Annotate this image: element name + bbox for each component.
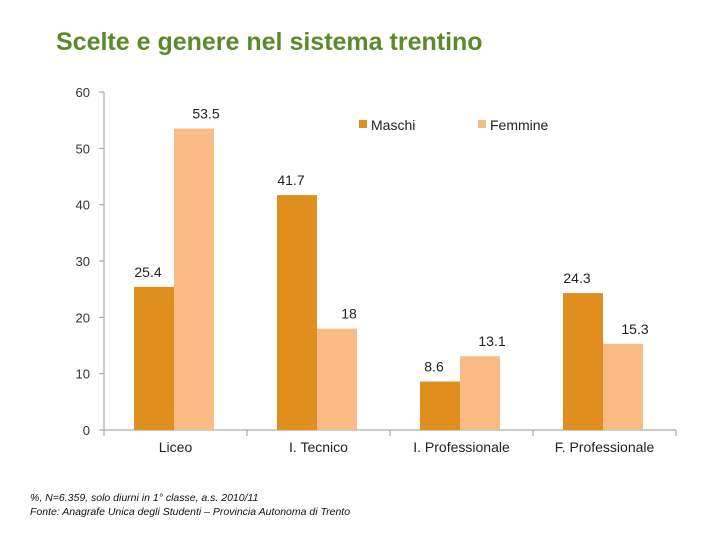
chart-axes: 0 10 20 30 40 50 60 Liceo I. Tecnico I. Professio…: [76, 85, 677, 455]
bar-femmine-1: [317, 328, 357, 430]
x-category-label: F. Professionale: [555, 439, 655, 455]
data-label-femmine-2: 13.1: [478, 333, 505, 349]
chart-data-labels: 25.4 53.5 41.7 18 8.6 13.1 24.3 15.3: [134, 106, 648, 375]
y-tick-label: 40: [76, 198, 90, 213]
bar-femmine-3: [603, 343, 643, 430]
legend-label-femmine: Femmine: [490, 117, 549, 133]
y-tick-label: 50: [76, 141, 90, 156]
bar-femmine-0: [174, 128, 214, 430]
legend-swatch-maschi: [359, 120, 367, 128]
data-label-maschi-3: 24.3: [563, 270, 590, 286]
data-label-maschi-0: 25.4: [134, 264, 161, 280]
data-label-femmine-0: 53.5: [192, 106, 219, 122]
y-tick-label: 20: [76, 310, 90, 325]
bar-maschi-0: [134, 286, 174, 430]
footnote-line-1: %, N=6.359, solo diurni in 1° classe, a.…: [30, 492, 259, 504]
x-category-label: I. Tecnico: [289, 439, 348, 455]
y-tick-label: 30: [76, 254, 90, 269]
legend-label-maschi: Maschi: [371, 117, 415, 133]
data-label-femmine-1: 18: [341, 306, 357, 322]
footnote: %, N=6.359, solo diurni in 1° classe, a.…: [30, 491, 350, 519]
bar-femmine-2: [460, 356, 500, 430]
chart-legend: Maschi Femmine: [359, 117, 549, 133]
x-category-label: I. Professionale: [413, 439, 510, 455]
data-label-femmine-3: 15.3: [621, 321, 648, 337]
data-label-maschi-2: 8.6: [424, 359, 444, 375]
chart-bars: [134, 128, 643, 430]
bar-maschi-2: [420, 381, 460, 430]
legend-swatch-femmine: [478, 120, 486, 128]
y-tick-label: 60: [76, 85, 90, 100]
footnote-line-2: Fonte: Anagrafe Unica degli Studenti – P…: [30, 506, 351, 518]
bar-maschi-1: [277, 195, 317, 430]
chart-title: Scelte e genere nel sistema trentino: [56, 28, 483, 56]
y-tick-label: 10: [76, 367, 90, 382]
y-tick-label: 0: [83, 423, 90, 438]
x-category-label: Liceo: [159, 439, 193, 455]
data-label-maschi-1: 41.7: [277, 172, 304, 188]
bar-maschi-3: [563, 293, 603, 430]
